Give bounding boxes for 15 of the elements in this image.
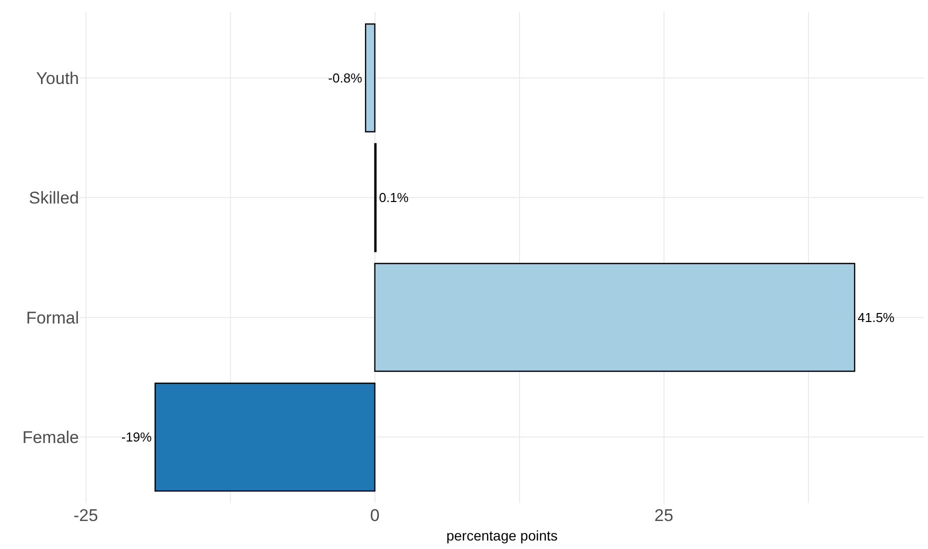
bar (374, 262, 856, 372)
bar (364, 23, 376, 132)
y-tick-label: Female (22, 428, 79, 448)
y-tick-label: Formal (26, 308, 79, 328)
data-label: 41.5% (858, 310, 895, 325)
x-axis-title: percentage points (446, 527, 558, 544)
bar (154, 382, 376, 492)
x-tick-label: 25 (654, 506, 674, 525)
y-tick-label: Skilled (28, 188, 79, 208)
x-tick-label: 0 (370, 506, 380, 525)
data-label: 0.1% (378, 190, 410, 206)
x-tick-label: -25 (73, 506, 98, 525)
data-label: -0.8% (328, 70, 363, 86)
data-label: -19% (121, 430, 152, 445)
y-tick-label: Youth (36, 68, 79, 88)
